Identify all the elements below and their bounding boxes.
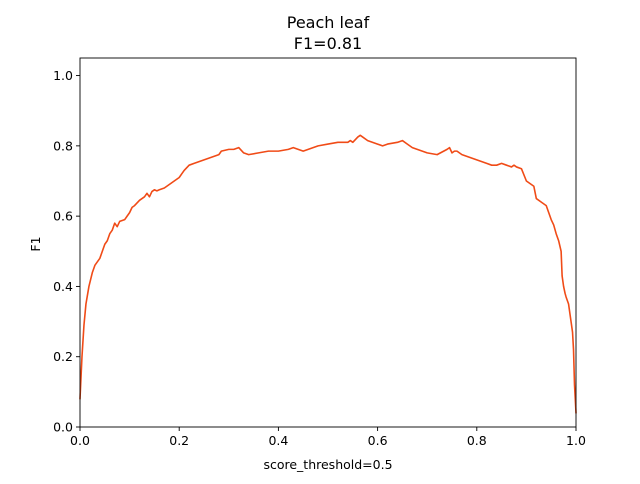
plot-area: 0.0 0.2 0.4 0.6 0.8 1.0 0.0 0.2 0.4 0.6 0.8 1.0 [53,57,586,448]
x-tick-label-4: 0.8 [467,433,487,448]
x-tick-label-5: 1.0 [566,433,586,448]
x-axis-label: score_threshold=0.5 [263,457,392,472]
y-tick-label-4: 0.8 [53,138,73,153]
y-axis-label: F1 [28,236,43,251]
y-tick-label-3: 0.6 [53,209,73,224]
chart-subtitle: F1=0.81 [294,34,362,53]
x-tick-label-2: 0.4 [268,433,288,448]
y-tick-label-1: 0.2 [53,349,73,364]
y-tick-label-2: 0.4 [53,279,73,294]
x-tick-label-0: 0.0 [70,433,90,448]
series-line-0 [79,134,577,414]
x-tick-label-3: 0.6 [368,433,388,448]
y-tick-label-5: 1.0 [53,68,73,83]
x-tick-label-1: 0.2 [169,433,189,448]
chart-title: Peach leaf [287,13,370,32]
plot-frame [79,57,577,428]
y-tick-label-0: 0.0 [53,420,73,435]
